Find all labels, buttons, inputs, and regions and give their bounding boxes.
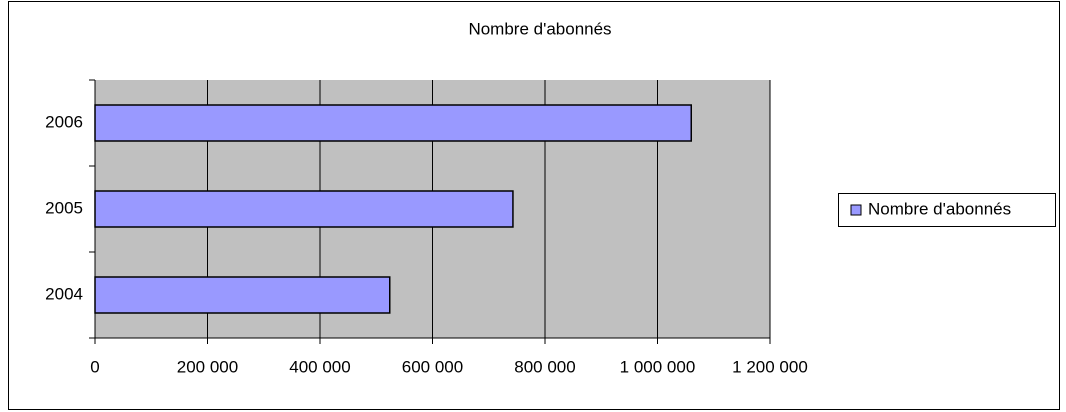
- legend-box: [838, 193, 1056, 227]
- y-tick-label: 2006: [45, 112, 83, 131]
- x-tick-label: 800 000: [514, 357, 575, 376]
- x-tick-label: 200 000: [177, 357, 238, 376]
- legend-label: Nombre d'abonnés: [868, 199, 1011, 218]
- x-tick-label: 600 000: [402, 357, 463, 376]
- bar: [94, 190, 514, 228]
- y-tick-label: 2005: [45, 198, 83, 217]
- bar: [94, 276, 391, 314]
- y-tick-label: 2004: [45, 284, 83, 303]
- x-tick-label: 1 000 000: [620, 357, 696, 376]
- bar: [94, 104, 692, 142]
- x-tick-label: 400 000: [289, 357, 350, 376]
- legend-swatch: [850, 204, 862, 216]
- x-tick-label: 1 200 000: [732, 357, 808, 376]
- chart-title: Nombre d'abonnés: [468, 19, 611, 38]
- x-tick-label: 0: [90, 357, 99, 376]
